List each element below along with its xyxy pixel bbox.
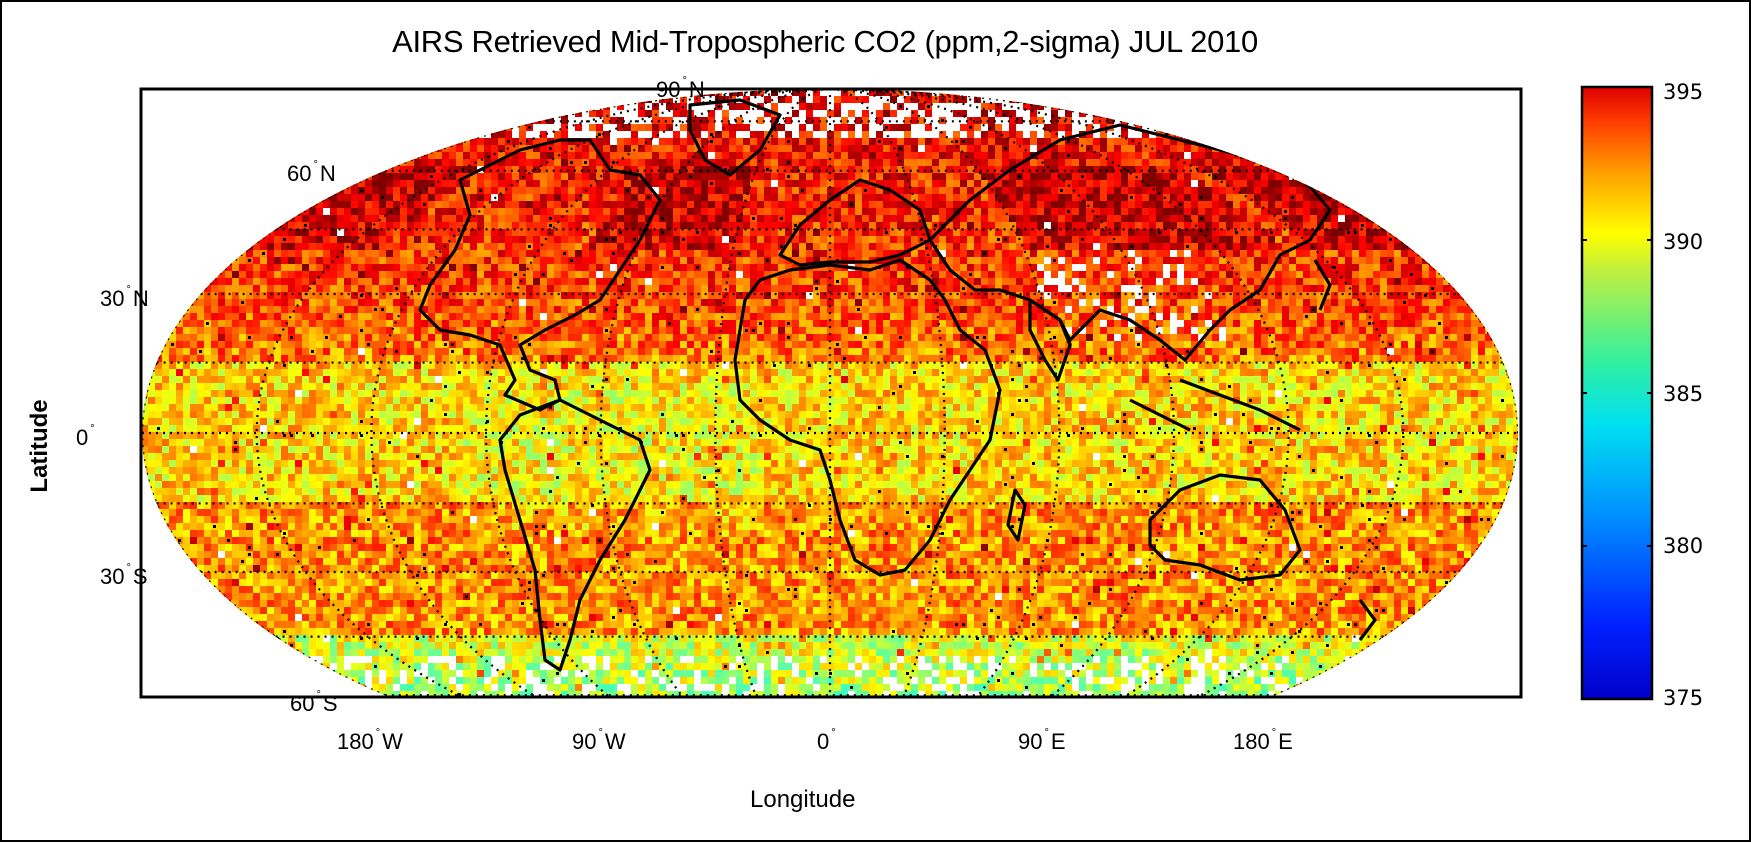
coastlines bbox=[299, 98, 1377, 672]
lat-label-0: 0 ° bbox=[76, 423, 95, 450]
map-frame bbox=[139, 87, 1523, 699]
lon-label-90e: 90 °E bbox=[1018, 727, 1066, 754]
lon-label-180e: 180 °E bbox=[1233, 727, 1293, 754]
colorbar-tick-390: 390 bbox=[1663, 230, 1704, 254]
arctic-islands-outline bbox=[299, 118, 401, 152]
lon-label-0: 0 ° bbox=[817, 727, 836, 754]
map-area bbox=[142, 89, 1518, 697]
lat-label-60n: 60 °N bbox=[287, 159, 336, 186]
lat-label-30n: 30 °N bbox=[100, 284, 149, 311]
africa-outline bbox=[733, 258, 1002, 577]
madagascar-outline bbox=[1006, 488, 1027, 542]
lat-label-60s: 60 °S bbox=[290, 689, 338, 716]
x-axis-title: Longitude bbox=[750, 786, 856, 813]
sumatra-outline bbox=[1129, 398, 1191, 432]
north-america-outline bbox=[418, 138, 662, 412]
new-zealand-outline bbox=[1358, 599, 1377, 641]
lon-label-180w: 180 °W bbox=[337, 727, 403, 754]
south-america-outline bbox=[498, 398, 652, 672]
australia-outline bbox=[1148, 473, 1302, 582]
japan-outline bbox=[1313, 259, 1332, 311]
india-outline bbox=[1028, 298, 1072, 382]
lat-label-90n: 90 °N bbox=[656, 75, 705, 102]
colorbar-tick-380: 380 bbox=[1663, 534, 1704, 558]
colorbar-tick-375: 375 bbox=[1663, 686, 1704, 710]
chart-title: AIRS Retrieved Mid-Tropospheric CO2 (ppm… bbox=[392, 24, 1258, 59]
lon-label-90w: 90 °W bbox=[572, 727, 626, 754]
co2-data-heatmap bbox=[142, 89, 1518, 697]
y-axis-title: Latitude bbox=[26, 399, 53, 493]
lat-label-30s: 30 °S bbox=[100, 562, 148, 589]
colorbar bbox=[1580, 85, 1654, 701]
greenland-outline bbox=[688, 98, 782, 177]
colorbar-tick-385: 385 bbox=[1663, 382, 1704, 406]
indonesia-outline bbox=[1179, 378, 1301, 432]
colorbar-gradient bbox=[1580, 85, 1654, 701]
colorbar-tick-395: 395 bbox=[1663, 80, 1704, 104]
europe-outline bbox=[778, 178, 932, 267]
graticule-grid bbox=[142, 89, 1518, 697]
